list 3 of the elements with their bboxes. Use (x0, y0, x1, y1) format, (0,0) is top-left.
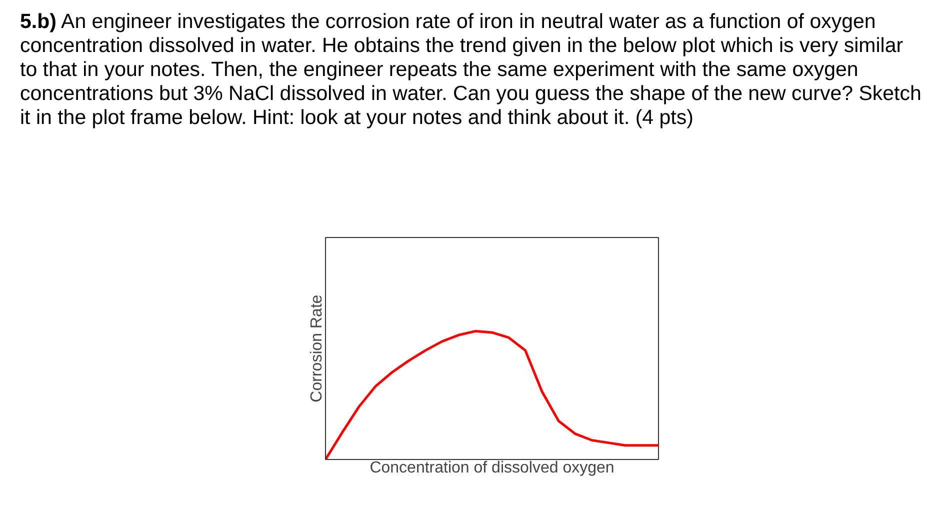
x-axis-title: Concentration of dissolved oxygen (370, 460, 614, 476)
chart-title: 5.b) An engineer investigates the corrosion rate of iron in neutral water as a function of oxygen concentration dissolved in water. He obtains the trend given in the below plot which is very similar to that in your notes. Then, the engineer repeats the same experiment with the same oxygen concentrations but 3% NaCl dissolved in water. Can you guess the shape of the new curve? Sketch it in the plot frame below. Hint: look at your notes and think about it. (4 pts) (20, 10, 922, 130)
y-axis-title: Corrosion Rate (308, 294, 326, 402)
